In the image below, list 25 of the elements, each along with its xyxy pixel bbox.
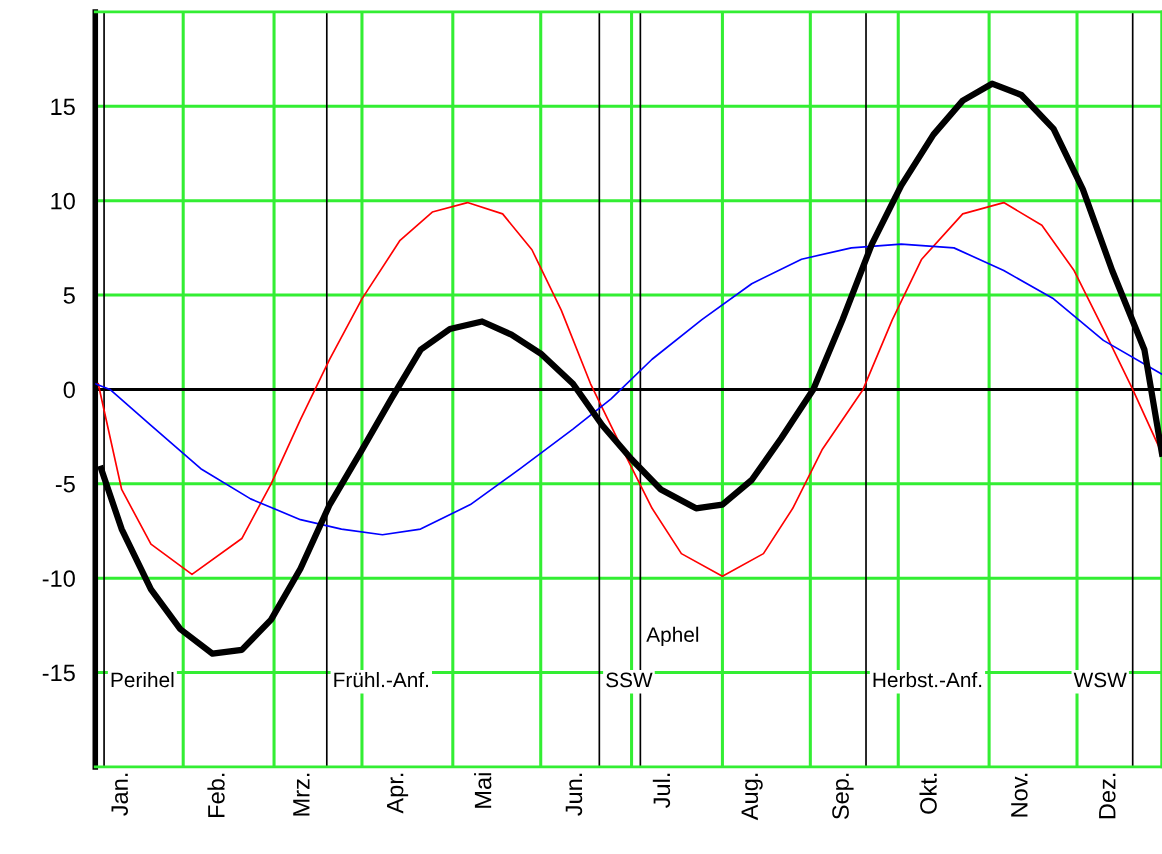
y-tick-label: -10 bbox=[42, 570, 75, 587]
y-tick-label: -15 bbox=[42, 664, 75, 682]
x-tick-label: Jun. bbox=[565, 773, 583, 816]
x-tick-label: Mai bbox=[474, 773, 492, 808]
ref-line-label: Aphel bbox=[646, 626, 699, 647]
y-tick-label: 5 bbox=[63, 287, 75, 304]
x-tick-label: Dez. bbox=[1099, 773, 1116, 819]
x-tick-label: Sep. bbox=[832, 773, 854, 820]
y-tick-label: 10 bbox=[51, 192, 75, 210]
ref-line-label: Frühl.-Anf. bbox=[334, 671, 429, 688]
ref-line-label: Herbst.-Anf. bbox=[873, 671, 982, 688]
x-tick-label: Jan. bbox=[111, 773, 128, 816]
x-tick-label: Feb. bbox=[207, 773, 225, 817]
ref-line-label: Perihel bbox=[111, 671, 174, 688]
y-tick-label: 0 bbox=[63, 381, 75, 399]
y-tick-label: -5 bbox=[55, 476, 75, 493]
x-tick-label: Apr. bbox=[386, 773, 409, 814]
x-tick-label: Aug. bbox=[741, 773, 763, 821]
y-tick-label: 15 bbox=[51, 98, 75, 116]
x-tick-label: Okt. bbox=[919, 773, 937, 814]
x-tick-label: Nov. bbox=[1011, 773, 1028, 817]
ref-line-label: SSW bbox=[606, 672, 653, 688]
x-tick-label: Jul. bbox=[652, 773, 671, 808]
x-tick-label: Mrz. bbox=[293, 773, 310, 816]
ref-line-label: WSW bbox=[1073, 672, 1127, 688]
